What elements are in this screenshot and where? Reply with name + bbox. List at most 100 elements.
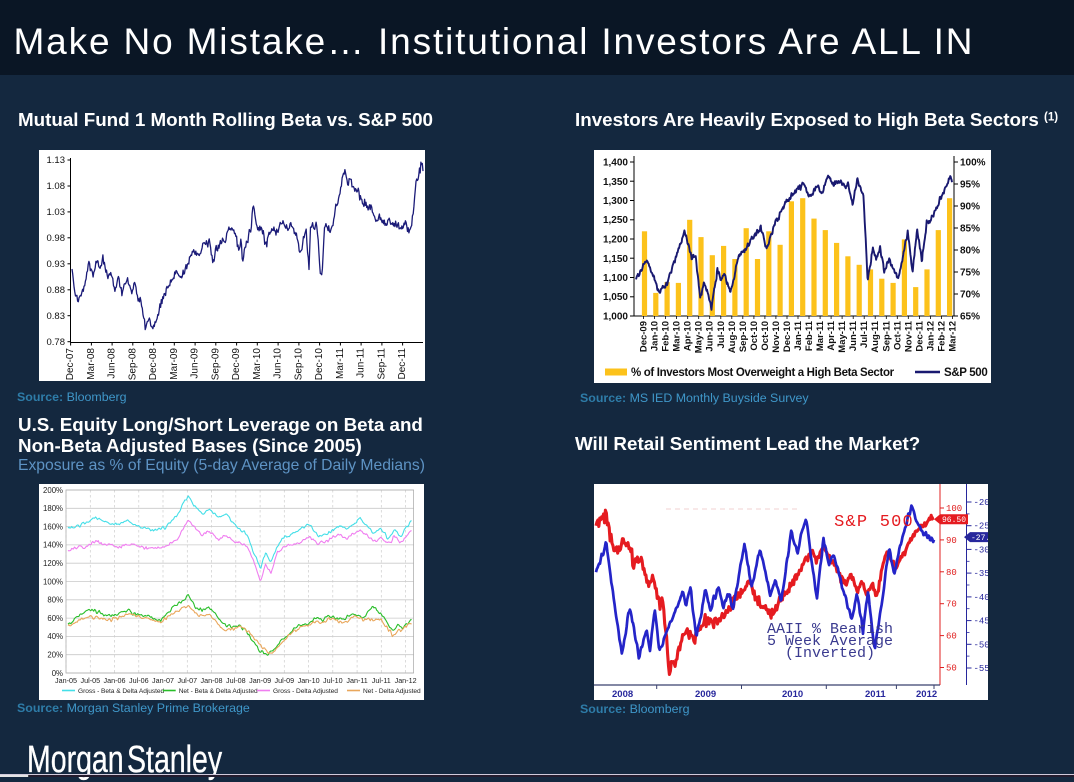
svg-text:Jun-11: Jun-11 <box>356 348 367 378</box>
svg-text:-27.4: -27.4 <box>971 534 988 543</box>
svg-text:75%: 75% <box>960 268 980 279</box>
svg-text:1,050: 1,050 <box>603 292 628 303</box>
svg-text:90: 90 <box>946 536 957 546</box>
svg-text:80%: 80% <box>960 246 980 257</box>
svg-text:-30: -30 <box>974 545 989 555</box>
svg-text:0.98: 0.98 <box>47 233 66 244</box>
svg-text:Jul-07: Jul-07 <box>178 676 198 685</box>
svg-text:-25: -25 <box>974 522 989 532</box>
svg-text:Gross - Delta Adjusted: Gross - Delta Adjusted <box>273 688 338 695</box>
svg-text:Feb-12: Feb-12 <box>936 321 947 352</box>
svg-text:Sep-10: Sep-10 <box>294 348 305 381</box>
svg-text:Oct-10: Oct-10 <box>760 321 771 351</box>
svg-text:Aug-10: Aug-10 <box>727 321 738 353</box>
svg-text:Jul-11: Jul-11 <box>372 676 391 685</box>
svg-text:Jan-05: Jan-05 <box>55 676 77 685</box>
svg-text:Mar-08: Mar-08 <box>86 348 97 380</box>
svg-text:200%: 200% <box>43 486 63 495</box>
svg-text:Dec-08: Dec-08 <box>148 348 159 381</box>
svg-text:96.50: 96.50 <box>942 516 966 525</box>
svg-text:Net - Beta & Delta Adjusted: Net - Beta & Delta Adjusted <box>179 688 258 695</box>
svg-text:140%: 140% <box>43 541 63 550</box>
svg-text:Jan-07: Jan-07 <box>152 676 174 685</box>
svg-text:1,000: 1,000 <box>603 312 628 323</box>
svg-text:Jan-08: Jan-08 <box>201 676 223 685</box>
svg-text:Aug-11: Aug-11 <box>870 320 881 352</box>
svg-text:Jan-09: Jan-09 <box>249 676 271 685</box>
svg-text:Jun-10: Jun-10 <box>273 348 284 379</box>
svg-text:(Inverted): (Inverted) <box>785 645 875 662</box>
svg-text:Sep-08: Sep-08 <box>127 348 138 381</box>
svg-text:Dec-11: Dec-11 <box>397 348 408 380</box>
svg-text:160%: 160% <box>43 522 63 531</box>
svg-text:1.03: 1.03 <box>47 207 66 218</box>
svg-text:Jul-10: Jul-10 <box>323 676 343 685</box>
svg-text:Apr-11: Apr-11 <box>826 320 837 350</box>
svg-text:1,200: 1,200 <box>603 235 628 246</box>
svg-text:70: 70 <box>946 600 957 610</box>
svg-text:0.93: 0.93 <box>47 259 66 270</box>
svg-text:AAII % Bearish: AAII % Bearish <box>767 621 893 638</box>
svg-text:180%: 180% <box>43 504 63 513</box>
svg-text:Sep-11: Sep-11 <box>881 320 892 351</box>
svg-text:60%: 60% <box>47 614 63 623</box>
svg-text:Jul-09: Jul-09 <box>275 676 295 685</box>
svg-text:80: 80 <box>946 568 957 578</box>
svg-text:Jul-06: Jul-06 <box>129 676 149 685</box>
svg-text:1,400: 1,400 <box>603 158 628 169</box>
svg-text:S&P 500: S&P 500 <box>944 367 987 379</box>
svg-text:Jan-10: Jan-10 <box>650 321 661 351</box>
svg-text:Sep-09: Sep-09 <box>210 348 221 381</box>
svg-text:0%: 0% <box>52 669 63 678</box>
svg-text:0.78: 0.78 <box>47 337 66 348</box>
svg-text:Gross - Beta & Delta Adjusted: Gross - Beta & Delta Adjusted <box>78 688 165 695</box>
svg-text:0.88: 0.88 <box>47 285 66 296</box>
svg-text:0.83: 0.83 <box>47 311 66 322</box>
svg-text:1,300: 1,300 <box>603 196 628 207</box>
svg-text:1,250: 1,250 <box>603 215 628 226</box>
svg-text:Jun-11: Jun-11 <box>848 320 859 351</box>
svg-text:Jun-09: Jun-09 <box>190 348 201 379</box>
svg-text:Mar-10: Mar-10 <box>252 348 263 380</box>
svg-text:100: 100 <box>946 504 962 514</box>
svg-text:Dec-10: Dec-10 <box>314 348 325 381</box>
svg-text:2008: 2008 <box>612 689 633 700</box>
svg-text:5 Week Average: 5 Week Average <box>767 633 893 650</box>
svg-text:120%: 120% <box>43 559 63 568</box>
svg-text:Jun-08: Jun-08 <box>107 348 118 379</box>
svg-text:95%: 95% <box>960 180 980 191</box>
svg-text:100%: 100% <box>960 158 986 169</box>
svg-text:Net - Delta Adjusted: Net - Delta Adjusted <box>363 688 421 695</box>
svg-text:-50: -50 <box>974 640 989 650</box>
svg-text:-35: -35 <box>974 569 989 579</box>
svg-text:Sep-11: Sep-11 <box>377 348 388 380</box>
svg-text:-55: -55 <box>974 664 989 674</box>
svg-text:1.13: 1.13 <box>47 155 66 166</box>
svg-text:Dec-09: Dec-09 <box>639 321 650 352</box>
svg-text:Sep-10: Sep-10 <box>738 321 749 352</box>
svg-text:Dec-07: Dec-07 <box>65 348 76 381</box>
svg-text:Dec-09: Dec-09 <box>231 348 242 381</box>
svg-text:2011: 2011 <box>865 689 886 700</box>
svg-text:% of Investors Most Overweight: % of Investors Most Overweight a High Be… <box>631 367 895 379</box>
svg-text:-45: -45 <box>974 617 989 627</box>
svg-text:Jul-11: Jul-11 <box>859 320 870 348</box>
svg-text:Oct-10: Oct-10 <box>749 321 760 351</box>
svg-text:100%: 100% <box>43 577 63 586</box>
svg-text:Mar-09: Mar-09 <box>169 348 180 380</box>
svg-text:1,150: 1,150 <box>603 254 628 265</box>
svg-text:Jan-10: Jan-10 <box>298 676 320 685</box>
svg-text:2009: 2009 <box>695 689 716 700</box>
svg-text:Jul-10: Jul-10 <box>716 321 727 348</box>
svg-text:Jan-12: Jan-12 <box>925 321 936 351</box>
svg-text:Dec-11: Dec-11 <box>914 320 925 351</box>
svg-text:65%: 65% <box>960 312 980 323</box>
svg-text:Apr-10: Apr-10 <box>683 321 694 351</box>
svg-text:May-10: May-10 <box>694 321 705 353</box>
svg-text:Mar-10: Mar-10 <box>672 321 683 352</box>
svg-text:Nov-10: Nov-10 <box>771 321 782 353</box>
svg-text:Mar-12: Mar-12 <box>948 321 959 352</box>
svg-text:Mar-11: Mar-11 <box>815 320 826 351</box>
svg-text:85%: 85% <box>960 224 980 235</box>
svg-text:2012: 2012 <box>916 689 937 700</box>
